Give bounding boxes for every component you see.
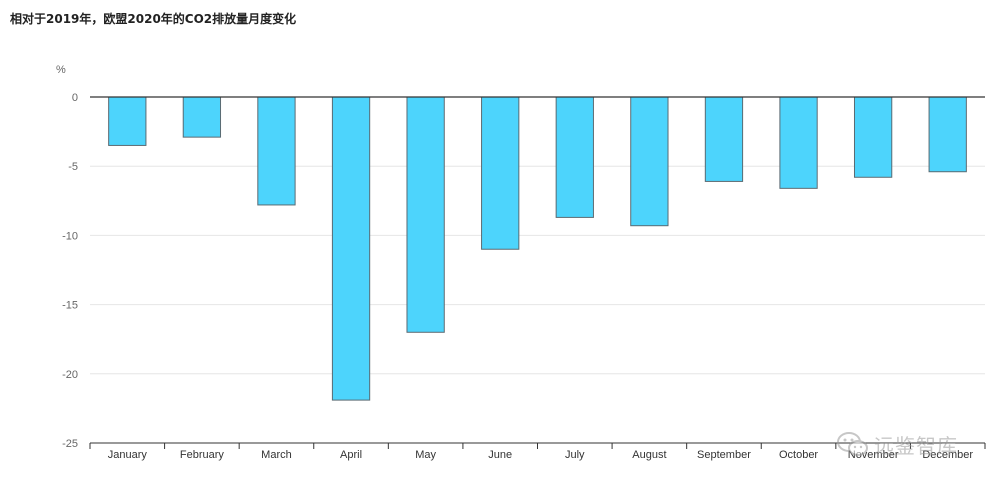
bars <box>108 96 967 401</box>
bar-february <box>182 96 222 138</box>
watermark-text: 远鉴智库 <box>874 434 958 458</box>
wechat-icon <box>837 431 868 456</box>
bar-april <box>331 96 371 401</box>
bar-january <box>108 96 147 146</box>
x-tick-label: March <box>261 449 292 461</box>
x-tick-label: June <box>488 449 512 461</box>
bar-november <box>853 96 893 178</box>
chart-title: 相对于2019年，欧盟2020年的CO2排放量月度变化 <box>10 12 297 26</box>
grid-lines <box>90 165 985 444</box>
x-tick-label: October <box>779 449 818 461</box>
y-tick-label: -15 <box>62 300 78 312</box>
x-tick-label: May <box>415 449 436 461</box>
x-tick-label: April <box>340 449 362 461</box>
y-axis-unit-label: % <box>56 64 66 76</box>
x-tick-label: December <box>922 449 973 461</box>
y-tick-label: -5 <box>68 161 78 173</box>
bar-september <box>704 96 744 182</box>
bar-march <box>257 96 296 206</box>
bar-december <box>928 96 967 173</box>
bar-june <box>481 96 520 250</box>
y-tick-label: 0 <box>72 92 78 104</box>
x-tick-label: January <box>108 449 148 461</box>
y-tick-label: -25 <box>62 438 78 450</box>
x-tick-label: July <box>565 449 585 461</box>
y-tick-label: -20 <box>62 369 78 381</box>
x-tick-label: August <box>632 449 666 461</box>
x-tick-label: September <box>697 449 751 461</box>
axes: 0 -5 -10 -15 -20 -25 January February March April… <box>62 92 986 461</box>
bar-may <box>406 96 445 333</box>
y-tick-label: -10 <box>62 230 78 242</box>
x-tick-label: February <box>180 449 225 461</box>
bar-october <box>779 96 818 189</box>
bar-august <box>630 96 669 227</box>
bar-july <box>555 96 594 218</box>
watermark: 远鉴智库 <box>836 430 958 459</box>
